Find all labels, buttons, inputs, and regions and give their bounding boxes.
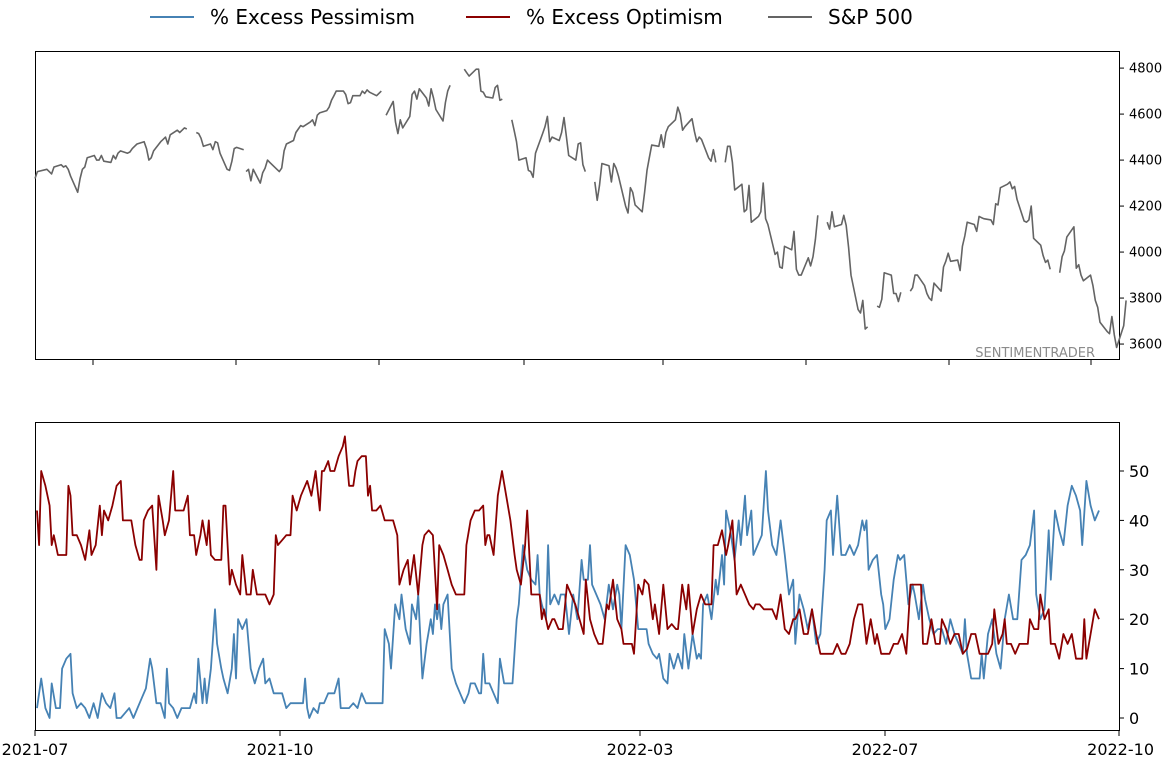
sp500-ytick-label: 3600 [1129,338,1162,353]
sentiment-panel-frame [35,422,1120,731]
chart-legend: % Excess Pessimism % Excess Optimism S&P… [0,2,1164,32]
sentiment-xtick-label: 2021-07 [2,740,69,759]
sp500-line-segment [909,181,1051,302]
sentiment-ytick-label: 40 [1129,511,1149,530]
legend-swatch-pessimism [150,16,194,18]
legend-item-sp500: S&P 500 [768,5,913,29]
sentiment-panel: 0 10 20 30 40 50 2021-07 2021-10 2022-03 2022-07… [2,422,1154,759]
legend-label-pessimism: % Excess Pessimism [210,5,415,29]
sentiment-ytick-label: 10 [1129,660,1149,679]
sp500-line-segment [385,84,451,135]
watermark: SENTIMENTRADER [975,346,1095,361]
legend-label-sp500: S&P 500 [828,5,913,29]
sentiment-ytick-label: 30 [1129,561,1149,580]
sp500-line-segment [826,211,869,330]
sp500-panel-frame [35,51,1120,360]
sentiment-xtick-label: 2022-03 [607,740,674,759]
sp500-line-segment [724,145,819,276]
sp500-ytick-label: 4800 [1129,62,1162,77]
legend-label-optimism: % Excess Optimism [526,5,723,29]
sp500-ytick-label: 4200 [1129,200,1162,215]
sentiment-ytick-label: 0 [1129,709,1139,728]
sp500-ytick-label: 4600 [1129,108,1162,123]
sentiment-xtick-label: 2022-07 [852,740,919,759]
sentiment-ytick-label: 20 [1129,610,1149,629]
optimism-line [36,435,1100,660]
sp500-line-segment [1058,226,1127,349]
sp500-line-segment [34,127,188,194]
legend-item-optimism: % Excess Optimism [466,5,723,29]
sentiment-xtick-label: 2022-10 [1087,740,1154,759]
legend-item-pessimism: % Excess Pessimism [150,5,415,29]
sp500-ytick-label: 4000 [1129,246,1162,261]
legend-swatch-optimism [466,16,510,18]
sp500-line-segment [511,115,587,179]
sentiment-ytick-label: 50 [1129,462,1149,481]
sp500-line-segment [594,106,717,214]
pessimism-line [36,470,1100,719]
sentiment-xtick-label: 2021-10 [247,740,314,759]
sp500-line-segment [195,131,244,172]
sp500-line-segment [463,68,503,102]
sp500-ytick-label: 4400 [1129,154,1162,169]
sp500-ytick-label: 3800 [1129,292,1162,307]
sp500-line-segment [245,89,382,184]
sp500-panel: 3600 3800 4000 4200 4400 4600 4800 SENTIMENTRA… [34,51,1162,365]
sp500-line-segment [876,272,902,309]
legend-swatch-sp500 [768,16,812,18]
